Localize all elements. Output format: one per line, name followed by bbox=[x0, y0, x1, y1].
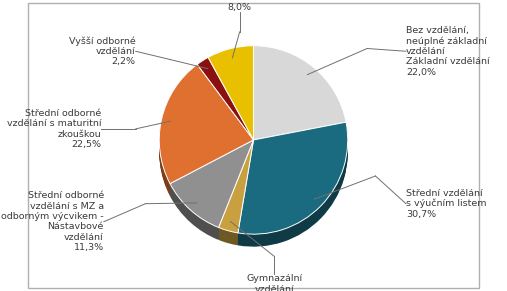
Wedge shape bbox=[197, 61, 254, 143]
Wedge shape bbox=[197, 69, 254, 151]
Wedge shape bbox=[159, 69, 254, 188]
Wedge shape bbox=[197, 70, 254, 152]
Wedge shape bbox=[219, 147, 254, 240]
Wedge shape bbox=[170, 148, 254, 236]
Wedge shape bbox=[170, 150, 254, 238]
Wedge shape bbox=[238, 122, 348, 234]
Wedge shape bbox=[208, 55, 254, 149]
Wedge shape bbox=[254, 48, 346, 142]
Wedge shape bbox=[254, 51, 346, 145]
Text: Gymnazální
vzdělání
3,4%: Gymnazální vzdělání 3,4% bbox=[246, 274, 302, 291]
Wedge shape bbox=[208, 57, 254, 151]
Wedge shape bbox=[159, 65, 254, 185]
Text: Střední odborné
vzdělání s maturitní
zkouškou
22,5%: Střední odborné vzdělání s maturitní zko… bbox=[7, 109, 101, 149]
Wedge shape bbox=[197, 67, 254, 149]
Wedge shape bbox=[238, 128, 348, 240]
Wedge shape bbox=[208, 52, 254, 146]
Wedge shape bbox=[219, 145, 254, 238]
Wedge shape bbox=[208, 53, 254, 147]
Wedge shape bbox=[197, 59, 254, 142]
Wedge shape bbox=[238, 130, 348, 242]
Wedge shape bbox=[170, 142, 254, 230]
Wedge shape bbox=[170, 149, 254, 237]
Wedge shape bbox=[159, 75, 254, 194]
Wedge shape bbox=[170, 147, 254, 235]
Text: Vyšší odborné
vzdělání
2,2%: Vyšší odborné vzdělání 2,2% bbox=[69, 36, 136, 66]
Wedge shape bbox=[238, 129, 348, 242]
Wedge shape bbox=[170, 141, 254, 228]
Wedge shape bbox=[159, 64, 254, 184]
Wedge shape bbox=[170, 144, 254, 232]
Wedge shape bbox=[170, 145, 254, 233]
Wedge shape bbox=[219, 140, 254, 233]
Wedge shape bbox=[159, 70, 254, 189]
Wedge shape bbox=[208, 58, 254, 152]
Wedge shape bbox=[219, 152, 254, 245]
Wedge shape bbox=[219, 149, 254, 242]
Text: Vysokoškolské
vzdělání
8,0%: Vysokoškolské vzdělání 8,0% bbox=[206, 0, 274, 13]
Wedge shape bbox=[159, 72, 254, 191]
Wedge shape bbox=[219, 148, 254, 241]
Wedge shape bbox=[238, 133, 348, 244]
Wedge shape bbox=[208, 56, 254, 150]
Wedge shape bbox=[159, 77, 254, 196]
Wedge shape bbox=[219, 143, 254, 236]
Wedge shape bbox=[254, 58, 346, 152]
Wedge shape bbox=[238, 124, 348, 236]
Wedge shape bbox=[254, 57, 346, 151]
Wedge shape bbox=[159, 73, 254, 192]
Wedge shape bbox=[197, 63, 254, 145]
Wedge shape bbox=[208, 54, 254, 148]
Wedge shape bbox=[159, 68, 254, 187]
Wedge shape bbox=[254, 50, 346, 144]
Wedge shape bbox=[208, 51, 254, 145]
Wedge shape bbox=[238, 125, 348, 237]
Wedge shape bbox=[254, 54, 346, 148]
Wedge shape bbox=[159, 76, 254, 195]
Wedge shape bbox=[170, 151, 254, 239]
Wedge shape bbox=[219, 150, 254, 243]
Text: Střední vzdělání
s výučním listem
30,7%: Střední vzdělání s výučním listem 30,7% bbox=[406, 189, 486, 219]
Text: Střední odborné
vzdělání s MZ a
odborným výcvikem -
Nástavbové
vzdělání
11,3%: Střední odborné vzdělání s MZ a odborným… bbox=[1, 191, 104, 252]
Wedge shape bbox=[254, 52, 346, 146]
Wedge shape bbox=[159, 66, 254, 186]
Wedge shape bbox=[208, 50, 254, 144]
Text: Bez vzdělání,
neúplné základní
vzdělání
Základní vzdělání
22,0%: Bez vzdělání, neúplné základní vzdělání … bbox=[406, 26, 490, 77]
Wedge shape bbox=[238, 123, 348, 235]
Wedge shape bbox=[238, 134, 348, 246]
Wedge shape bbox=[197, 57, 254, 140]
Wedge shape bbox=[238, 135, 348, 247]
Wedge shape bbox=[159, 74, 254, 193]
Wedge shape bbox=[254, 55, 346, 149]
Wedge shape bbox=[170, 152, 254, 240]
Wedge shape bbox=[197, 66, 254, 148]
Wedge shape bbox=[197, 68, 254, 150]
Wedge shape bbox=[238, 126, 348, 238]
Wedge shape bbox=[254, 49, 346, 143]
Wedge shape bbox=[159, 71, 254, 190]
Wedge shape bbox=[208, 47, 254, 141]
Wedge shape bbox=[197, 61, 254, 144]
Wedge shape bbox=[197, 64, 254, 146]
Wedge shape bbox=[254, 56, 346, 150]
Wedge shape bbox=[238, 132, 348, 244]
Wedge shape bbox=[254, 53, 346, 147]
Wedge shape bbox=[197, 58, 254, 141]
Wedge shape bbox=[197, 65, 254, 147]
Wedge shape bbox=[170, 140, 254, 228]
Wedge shape bbox=[208, 46, 254, 140]
Wedge shape bbox=[219, 141, 254, 234]
Wedge shape bbox=[254, 46, 346, 140]
Wedge shape bbox=[170, 146, 254, 234]
Wedge shape bbox=[254, 47, 346, 141]
Wedge shape bbox=[170, 143, 254, 230]
Wedge shape bbox=[219, 151, 254, 244]
Wedge shape bbox=[219, 142, 254, 235]
Wedge shape bbox=[219, 146, 254, 239]
Wedge shape bbox=[208, 49, 254, 143]
Wedge shape bbox=[219, 144, 254, 237]
Wedge shape bbox=[238, 127, 348, 239]
Wedge shape bbox=[208, 48, 254, 142]
